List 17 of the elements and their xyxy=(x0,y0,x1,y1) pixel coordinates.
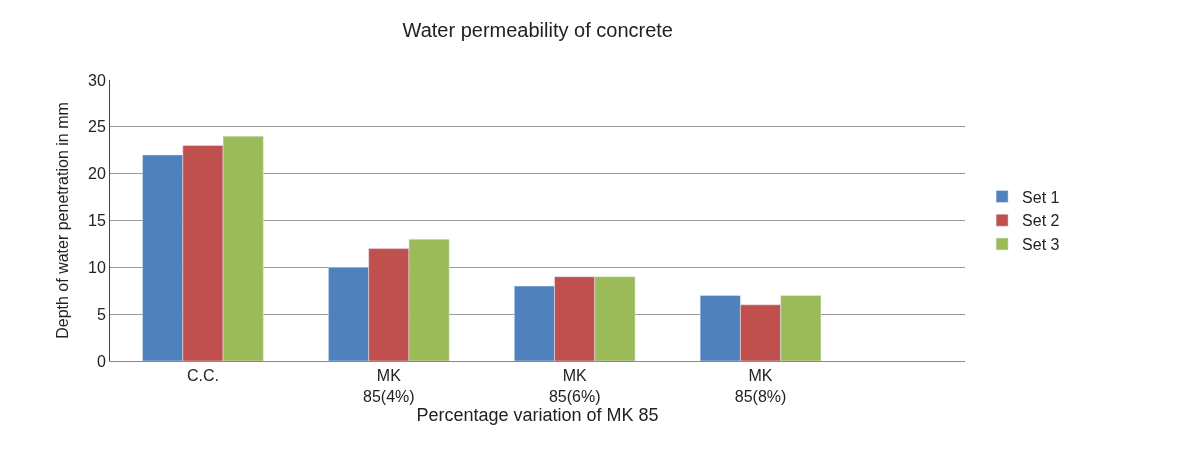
x-tick-label: MK 85(8%) xyxy=(734,367,787,405)
y-tick-label: 25 xyxy=(88,118,106,136)
y-tick-label: 15 xyxy=(88,212,106,230)
chart-title: Water permeability of concrete xyxy=(402,18,673,41)
legend-label: Set 3 xyxy=(1022,236,1060,254)
y-tick-label: 10 xyxy=(88,258,106,276)
x-tick-label: MK 85(6%) xyxy=(548,367,601,405)
x-axis-title: Percentage variation of MK 85 xyxy=(416,405,659,425)
y-tick-label: 30 xyxy=(88,71,106,89)
y-tick-label: 0 xyxy=(96,352,106,370)
legend-label: Set 2 xyxy=(1022,212,1060,230)
legend-label: Set 1 xyxy=(1022,188,1060,206)
y-axis-title: Depth of water penetration in mm xyxy=(53,102,71,339)
y-tick-label: 20 xyxy=(88,165,106,183)
x-tick-label: C.C. xyxy=(186,367,219,385)
x-tick-label: MK 85(4%) xyxy=(363,367,415,405)
y-tick-label: 5 xyxy=(96,305,106,323)
